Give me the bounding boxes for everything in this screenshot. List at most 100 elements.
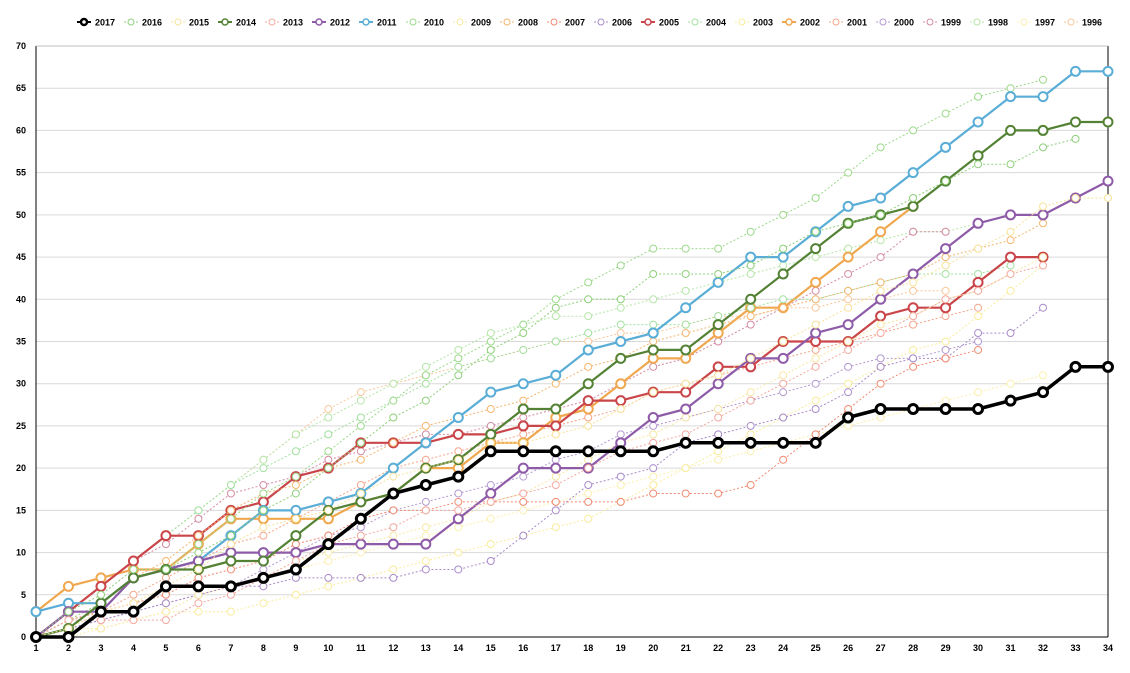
series-2017-point — [874, 403, 887, 416]
series-2005-point — [127, 555, 139, 567]
series-2003-point — [941, 337, 950, 346]
series-2016-point — [844, 219, 853, 228]
series-2013-point — [584, 464, 593, 473]
series-2017-point — [354, 512, 367, 525]
legend-label: 2017 — [95, 18, 115, 28]
x-tick-label: 33 — [1071, 643, 1081, 653]
series-2008-point — [844, 286, 853, 295]
series-2016-point — [876, 210, 885, 219]
legend-swatch-marker — [738, 18, 746, 26]
series-2016-point — [551, 303, 560, 312]
series-2004-point — [519, 345, 528, 354]
series-2005-point — [1005, 251, 1017, 263]
series-2009-point — [1039, 253, 1048, 262]
series-2009-point — [746, 388, 755, 397]
series-2005-point — [680, 386, 692, 398]
legend-swatch-marker — [1020, 18, 1028, 26]
legend-swatch-marker — [832, 18, 840, 26]
series-2000-point — [974, 337, 983, 346]
series-2004-point — [454, 362, 463, 371]
x-tick-label: 32 — [1038, 643, 1048, 653]
series-2004-point — [324, 430, 333, 439]
series-2014-point — [1037, 124, 1049, 136]
series-2000-point — [616, 430, 625, 439]
series-2004-point — [356, 413, 365, 422]
series-2013-point — [551, 481, 560, 490]
series-2015-point — [941, 261, 950, 270]
series-1999-point — [324, 455, 333, 464]
series-2005-point — [160, 530, 172, 542]
series-2007-point — [779, 455, 788, 464]
series-2012-point — [517, 462, 529, 474]
series-1997-point — [584, 489, 593, 498]
series-2000-point — [486, 481, 495, 490]
series-2017-point — [1069, 360, 1082, 373]
series-2017-point — [679, 436, 692, 449]
series-2011-point — [517, 378, 529, 390]
series-2004-point — [486, 354, 495, 363]
series-2016-point — [356, 438, 365, 447]
series-2011-point — [680, 302, 692, 314]
series-2015-point — [356, 489, 365, 498]
series-2016-point — [64, 607, 73, 616]
series-2016-point — [421, 396, 430, 405]
series-2002-point — [875, 226, 887, 238]
series-2017-point — [517, 445, 530, 458]
series-2003-point — [909, 345, 918, 354]
series-1998-point — [389, 379, 398, 388]
legend-swatch-marker — [174, 18, 182, 26]
series-2006-point — [454, 565, 463, 574]
series-2014-point — [680, 344, 692, 356]
series-2016-point — [194, 548, 203, 557]
legend-item-2006: 2006 — [594, 18, 632, 28]
y-tick-label: 50 — [16, 210, 26, 220]
series-2016 — [32, 134, 1080, 641]
series-2006-point — [551, 506, 560, 515]
series-2001-point — [941, 312, 950, 321]
series-2015-point — [389, 472, 398, 481]
series-2010-point — [616, 261, 625, 270]
series-2004-point — [584, 329, 593, 338]
series-2004-point — [194, 506, 203, 515]
series-2016-line — [35, 138, 1076, 638]
legend-item-2014: 2014 — [218, 18, 256, 28]
series-2015-point — [1006, 227, 1015, 236]
legend-swatch-marker — [1067, 18, 1075, 26]
series-1996-point — [909, 286, 918, 295]
series-2003-point — [226, 607, 235, 616]
series-2014-point — [810, 243, 822, 255]
legend-label: 2000 — [894, 18, 914, 28]
legend-label: 1997 — [1035, 18, 1055, 28]
series-2004-point — [714, 312, 723, 321]
series-2012-point — [290, 547, 302, 559]
series-2010-point — [714, 244, 723, 253]
series-2011-point — [1102, 65, 1114, 77]
series-2016-point — [129, 565, 138, 574]
series-1996-point — [616, 329, 625, 338]
series-2005 — [30, 251, 1049, 643]
x-tick-label: 16 — [518, 643, 528, 653]
series-2010-point — [746, 227, 755, 236]
series-2009-point — [876, 320, 885, 329]
series-2011-point — [615, 336, 627, 347]
series-2001-point — [129, 590, 138, 599]
series-1998-point — [486, 329, 495, 338]
series-2004-point — [259, 464, 268, 473]
series-2005-point — [517, 420, 529, 432]
series-1998-point — [616, 303, 625, 312]
series-2017-point — [452, 470, 465, 483]
series-2009-point — [649, 430, 658, 439]
series-2017-point — [842, 411, 855, 424]
x-tick-label: 6 — [196, 643, 201, 653]
series-2009-point — [811, 354, 820, 363]
series-2007-point — [454, 497, 463, 506]
series-1999-point — [259, 481, 268, 490]
series-2014-point — [745, 293, 757, 305]
series-2017-point — [224, 580, 237, 593]
series-2010-point — [1039, 75, 1048, 84]
legend-label: 1996 — [1082, 18, 1102, 28]
y-tick-label: 40 — [16, 294, 26, 304]
series-2007-point — [649, 489, 658, 498]
legend-swatch-marker — [409, 18, 417, 26]
